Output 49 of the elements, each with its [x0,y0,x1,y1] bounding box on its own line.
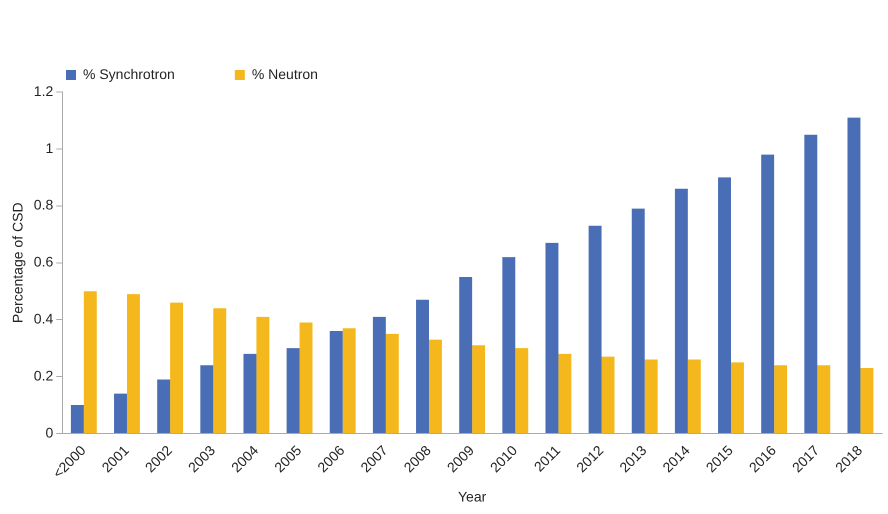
y-tick-label: 0.4 [34,310,54,327]
bar [157,379,170,434]
bar [330,331,343,434]
bar [588,226,602,434]
bar [847,118,860,434]
bar [602,356,615,434]
bar [515,348,528,434]
bar [170,302,184,434]
bar [256,316,270,434]
bar [213,308,226,434]
bar [126,294,140,434]
bar [472,345,486,434]
bar [718,177,731,434]
bar [428,340,442,434]
bar [372,316,386,434]
bar [545,242,558,434]
bar [70,405,84,434]
bar [817,365,830,434]
bar [674,188,688,434]
y-tick-label: 0.2 [34,367,54,384]
y-tick-label: 0.6 [34,254,54,270]
bar [502,257,516,434]
bar [774,365,788,434]
legend-label: % Synchrotron [83,66,175,82]
bar [286,348,300,434]
bar [114,394,127,434]
y-tick-label: 0.8 [34,196,54,213]
bar [84,291,97,434]
legend-label: % Neutron [252,66,318,82]
bar [342,328,356,434]
bar [558,354,572,434]
bar [730,362,744,434]
bar [761,154,774,434]
x-axis-title: Year [458,488,487,504]
bar [459,276,472,434]
y-tick-label: 1 [45,140,54,156]
y-tick-label: 1.2 [34,82,54,99]
bar [300,322,312,434]
bar [632,208,645,434]
bar [688,360,701,434]
bar [860,368,874,434]
bar [243,354,256,434]
bar [386,334,399,434]
bar [644,360,658,434]
bar [804,134,818,434]
bar [416,300,429,434]
y-tick-label: 0 [45,424,54,440]
bar [200,365,214,434]
y-axis-title: Percentage of CSD [9,202,26,324]
